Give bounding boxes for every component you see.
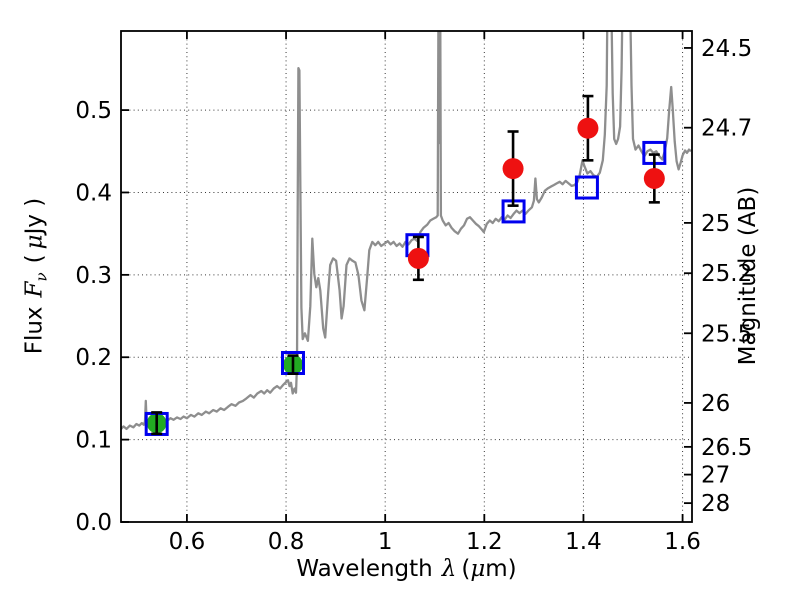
- axis-ticks: [121, 31, 692, 523]
- error-bars: [151, 94, 660, 436]
- svg-text:1.2: 1.2: [466, 529, 503, 555]
- svg-text:0.8: 0.8: [268, 529, 305, 555]
- svg-text:26: 26: [701, 391, 730, 417]
- y-axis-label-right: Magnitude (AB): [735, 186, 761, 366]
- x-axis-unit-close: m): [485, 556, 517, 582]
- x-axis-unit-open: (: [461, 556, 471, 582]
- x-axis-label: Wavelength λ (μm): [121, 556, 692, 582]
- svg-text:1.4: 1.4: [565, 529, 602, 555]
- axes-spines: [120, 30, 693, 523]
- svg-text:25: 25: [701, 211, 730, 237]
- nu-subscript: ν: [32, 272, 51, 282]
- y-tick-labels-left: 0.0 0.1 0.2 0.3 0.4 0.5: [75, 98, 112, 536]
- svg-text:24.7: 24.7: [701, 116, 752, 142]
- svg-text:24.5: 24.5: [701, 36, 752, 62]
- x-tick-labels: 0.6 0.8 1 1.2 1.4 1.6: [169, 529, 701, 555]
- flux-unit-close: Jy ): [21, 197, 48, 235]
- y-axis-label-left: Flux Fν ( μJy ): [22, 198, 51, 355]
- svg-text:25.2: 25.2: [701, 261, 752, 287]
- svg-text:27: 27: [701, 463, 730, 489]
- svg-text:0.2: 0.2: [75, 345, 112, 371]
- svg-text:25.5: 25.5: [701, 321, 752, 347]
- blue-model-squares: [144, 140, 667, 436]
- svg-text:26.5: 26.5: [701, 435, 752, 461]
- flux-label-text: Flux: [21, 306, 48, 355]
- model-spectrum-line: [121, 31, 692, 431]
- svg-text:0.1: 0.1: [75, 428, 112, 454]
- svg-text:28: 28: [701, 491, 730, 517]
- svg-text:0.3: 0.3: [75, 263, 112, 289]
- svg-text:1: 1: [378, 529, 393, 555]
- svg-text:0.6: 0.6: [169, 529, 206, 555]
- x-axis-label-text: Wavelength: [296, 556, 433, 582]
- red-photometry-points: [407, 117, 665, 269]
- svg-text:0.4: 0.4: [75, 180, 112, 206]
- svg-text:0.5: 0.5: [75, 98, 112, 124]
- flux-mu-symbol: μ: [21, 234, 48, 250]
- flux-unit-open: (: [21, 254, 48, 264]
- green-photometry-points: [146, 354, 303, 434]
- svg-text:1.6: 1.6: [664, 529, 701, 555]
- mu-symbol: μ: [470, 556, 486, 582]
- svg-text:0.0: 0.0: [75, 510, 112, 536]
- lambda-symbol: λ: [441, 556, 457, 582]
- flux-symbol: F: [21, 281, 48, 298]
